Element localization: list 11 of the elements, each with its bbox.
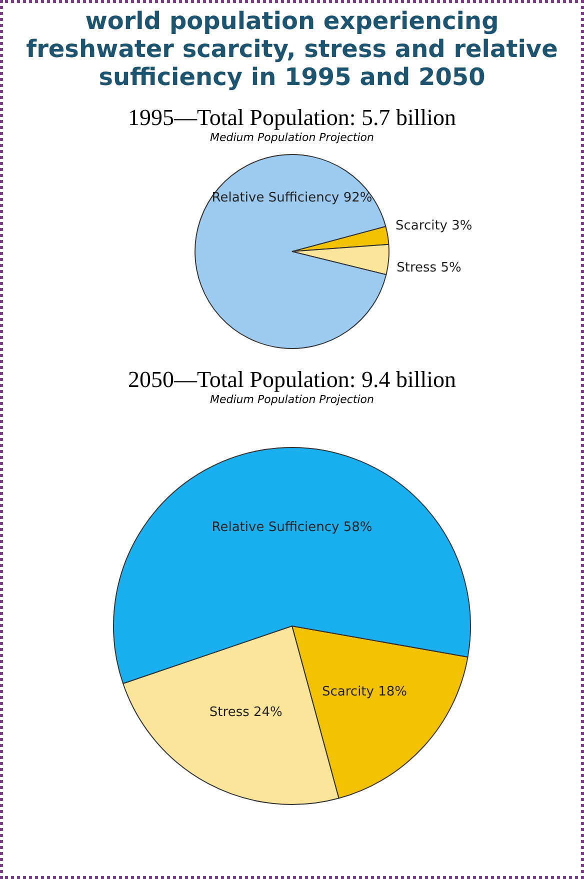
chart-subtitle: Medium Population Projection bbox=[209, 131, 375, 144]
slice-label: Stress 24% bbox=[209, 705, 282, 720]
chart-title: 2050—Total Population: 9.4 billion bbox=[126, 367, 458, 393]
slice-label: Scarcity 18% bbox=[322, 684, 408, 700]
slice-label: Relative Sufficiency 58% bbox=[212, 520, 372, 536]
text: world population experiencing freshwater scarcity, stress and relative sufficiency in 1995 and 2050 bbox=[25, 6, 559, 93]
chart-subtitle: Medium Population Projection bbox=[209, 393, 375, 406]
slice-label: Scarcity 3% bbox=[396, 218, 472, 234]
slice-label: Stress 5% bbox=[396, 260, 462, 276]
slice-label: Relative Sufficiency 92% bbox=[212, 190, 372, 206]
chart-title: 1995—Total Population: 5.7 billion bbox=[126, 105, 458, 131]
